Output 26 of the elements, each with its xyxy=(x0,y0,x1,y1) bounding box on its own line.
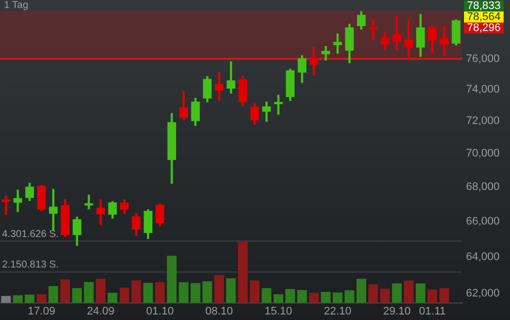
y-tick-label: 62,000 xyxy=(466,288,500,300)
x-tick-label: 01.10 xyxy=(146,305,174,318)
x-tick-label: 29.10 xyxy=(383,305,411,318)
y-tick-label: 66,000 xyxy=(466,215,500,228)
candlestick xyxy=(404,19,414,60)
x-tick-label: 15.10 xyxy=(264,305,292,318)
y-tick-label: 72,000 xyxy=(466,115,500,128)
y2-tick-label: 4.301.626 S. xyxy=(2,228,59,240)
y-tick-label: 64,000 xyxy=(466,250,500,263)
y-tick-label: 70,000 xyxy=(466,148,500,160)
y-tick-label: 68,000 xyxy=(466,181,500,194)
y-tick-label: 76,000 xyxy=(466,52,500,65)
y2-tick-label: 2.150.813 S. xyxy=(2,260,59,271)
text: 78,564 xyxy=(467,11,501,24)
text: 78,833 xyxy=(467,0,501,12)
x-tick-label: 22.10 xyxy=(324,305,352,318)
chart-title: 1 Tag xyxy=(4,0,28,11)
y-tick-label: 74,000 xyxy=(466,84,500,96)
x-tick-label: 08.10 xyxy=(205,305,233,318)
candlestick xyxy=(13,190,22,212)
candlestick xyxy=(440,26,449,56)
x-tick-label: 17.09 xyxy=(28,305,56,318)
x-tick-label: 24.09 xyxy=(86,305,114,318)
text: 78,296 xyxy=(467,22,501,34)
x-tick-label: 01.11 xyxy=(419,305,446,318)
candlestick xyxy=(48,188,58,231)
